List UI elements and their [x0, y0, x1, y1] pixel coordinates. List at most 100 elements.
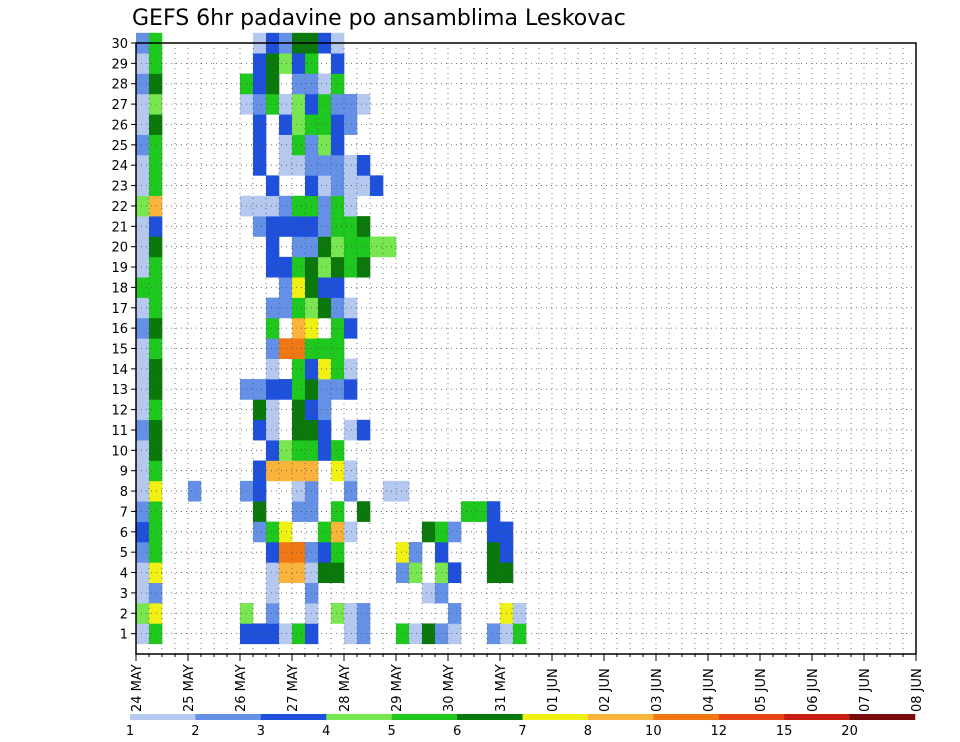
heatmap-cell	[318, 175, 332, 197]
heatmap-cell	[344, 114, 358, 135]
heatmap-cell	[136, 216, 150, 237]
heatmap-cell	[136, 480, 150, 502]
heatmap-cell	[136, 73, 150, 95]
heatmap-cell	[279, 195, 293, 217]
heatmap-cell	[344, 256, 358, 278]
heatmap-cell	[253, 134, 267, 156]
heatmap-cell	[344, 419, 358, 441]
heatmap-cell	[383, 236, 397, 258]
heatmap-cell	[149, 399, 163, 421]
heatmap-cell	[149, 216, 163, 237]
heatmap-cell	[253, 521, 267, 543]
colorbar-label: 6	[453, 724, 461, 739]
heatmap-cell	[266, 195, 280, 217]
heatmap-cell	[279, 256, 293, 278]
heatmap-cell	[409, 541, 423, 563]
heatmap-cell	[279, 440, 293, 461]
heatmap-cell	[318, 93, 332, 115]
heatmap-cell	[279, 53, 293, 74]
heatmap-cell	[487, 501, 501, 522]
heatmap-cell	[253, 53, 267, 74]
heatmap-cell	[136, 53, 150, 74]
heatmap-cell	[331, 155, 345, 176]
heatmap-cell	[344, 379, 358, 400]
heatmap-cell	[188, 480, 202, 502]
heatmap-cell	[487, 521, 501, 543]
heatmap-cell	[331, 195, 345, 217]
heatmap-cell	[136, 440, 150, 461]
heatmap-cell	[318, 541, 332, 563]
heatmap-cell	[136, 297, 150, 319]
heatmap-cell	[318, 338, 332, 359]
colorbar-segment	[849, 714, 916, 720]
heatmap-cell	[266, 175, 280, 197]
colorbar-label: 2	[191, 724, 199, 739]
colorbar-label: 8	[584, 724, 592, 739]
heatmap-cell	[136, 501, 150, 522]
y-tick-label: 13	[111, 383, 128, 398]
heatmap-cell	[357, 419, 371, 441]
heatmap-cell	[344, 155, 358, 176]
heatmap-cell	[266, 419, 280, 441]
y-tick-label: 27	[111, 98, 128, 113]
heatmap-cell	[279, 562, 293, 584]
heatmap-cell	[136, 603, 150, 624]
colorbar-label: 15	[776, 724, 793, 739]
heatmap-cell	[318, 358, 332, 380]
y-tick-label: 18	[111, 281, 128, 296]
heatmap-cell	[279, 460, 293, 482]
colorbar-segment	[260, 714, 327, 720]
heatmap-cell	[136, 195, 150, 217]
heatmap-cell	[331, 358, 345, 380]
heatmap-cell	[253, 114, 267, 135]
heatmap-cell	[253, 216, 267, 237]
heatmap-cell	[279, 277, 293, 298]
x-tick-label: 28 MAY	[338, 664, 353, 712]
heatmap-cell	[318, 419, 332, 441]
heatmap-cell	[149, 338, 163, 359]
heatmap-cell	[331, 562, 345, 584]
heatmap-cell	[331, 440, 345, 461]
colorbar-label: 1	[126, 724, 134, 739]
heatmap-cell	[149, 440, 163, 461]
heatmap-cell	[344, 297, 358, 319]
heatmap-cell	[409, 623, 423, 645]
heatmap-cell	[266, 297, 280, 319]
heatmap-cell	[266, 358, 280, 380]
heatmap-cell	[253, 379, 267, 400]
heatmap-cell	[331, 603, 345, 624]
heatmap-cell	[331, 501, 345, 522]
heatmap-cell	[318, 216, 332, 237]
y-tick-label: 17	[111, 302, 128, 317]
heatmap-cell	[266, 623, 280, 645]
y-tick-label: 7	[120, 505, 128, 520]
heatmap-cell	[292, 338, 306, 359]
heatmap-cell	[344, 603, 358, 624]
heatmap-cell	[149, 623, 163, 645]
heatmap-cell	[357, 175, 371, 197]
heatmap-cell	[149, 114, 163, 135]
heatmap-cell	[448, 623, 462, 645]
heatmap-cell	[136, 175, 150, 197]
heatmap-cell	[253, 419, 267, 441]
heatmap-cell	[383, 480, 397, 502]
heatmap-cell	[331, 93, 345, 115]
chart-title: GEFS 6hr padavine po ansamblima Leskovac	[132, 6, 626, 31]
heatmap-cell	[357, 93, 371, 115]
heatmap-cell	[396, 541, 410, 563]
heatmap-cell	[292, 297, 306, 319]
x-tick-label: 26 MAY	[234, 664, 249, 712]
heatmap-cell	[331, 236, 345, 258]
heatmap-cell	[266, 562, 280, 584]
heatmap-cell	[344, 480, 358, 502]
heatmap-cell	[253, 195, 267, 217]
heatmap-cell	[344, 317, 358, 339]
heatmap-cell	[331, 297, 345, 319]
heatmap-cell	[318, 277, 332, 298]
heatmap-cell	[136, 541, 150, 563]
heatmap-cell	[292, 358, 306, 380]
colorbar-label: 12	[710, 724, 727, 739]
heatmap-cell	[357, 216, 371, 237]
heatmap-cell	[331, 73, 345, 95]
heatmap-cell	[149, 195, 163, 217]
